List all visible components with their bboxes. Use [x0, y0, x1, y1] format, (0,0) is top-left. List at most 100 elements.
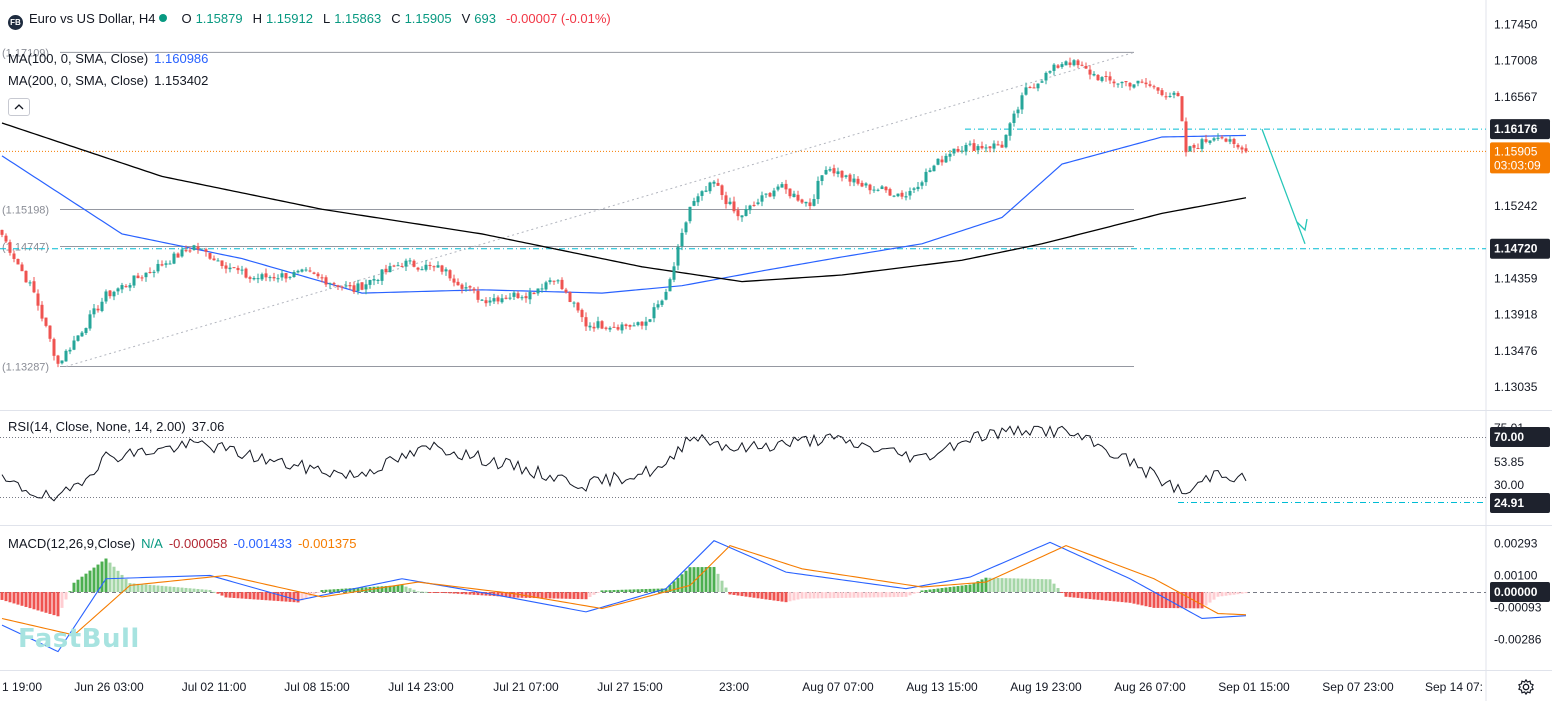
candle-body: [564, 289, 568, 293]
candle-body: [1060, 64, 1064, 67]
macd-tick-label: 0.00100: [1494, 568, 1538, 582]
candle-body: [932, 165, 936, 172]
candle-body: [240, 269, 244, 271]
candle-body: [1136, 80, 1140, 84]
fastbull-logo-icon: FB: [8, 15, 23, 30]
candle-body: [860, 182, 864, 187]
macd-histogram-bar: [848, 592, 852, 598]
candle-body: [700, 191, 704, 196]
candle-body: [412, 260, 416, 267]
macd-histogram-bar: [1072, 592, 1076, 598]
macd-histogram-bar: [248, 592, 252, 600]
macd-histogram-bar: [864, 592, 868, 598]
candle-body: [40, 304, 44, 319]
macd-histogram-bar: [764, 592, 768, 600]
macd-histogram-bar: [540, 592, 544, 599]
macd-histogram-bar: [772, 592, 776, 601]
macd-histogram-bar: [92, 567, 96, 592]
ma200-legend[interactable]: MA(200, 0, SMA, Close) 1.153402: [8, 73, 214, 88]
macd-histogram-bar: [36, 592, 40, 611]
rsi-legend[interactable]: RSI(14, Close, None, 14, 2.00) 37.06: [8, 419, 230, 434]
macd-histogram-bar: [392, 585, 396, 592]
macd-histogram-bar: [60, 592, 64, 608]
candle-body: [1204, 139, 1208, 142]
time-tick-label: Jul 27 15:00: [597, 680, 663, 694]
candle-body: [916, 186, 920, 190]
candle-body: [60, 360, 64, 364]
candle-body: [1032, 87, 1036, 89]
macd-histogram-bar: [932, 589, 936, 592]
macd-histogram-bar: [852, 592, 856, 598]
candle-body: [628, 324, 632, 327]
settings-gear-icon[interactable]: [1517, 678, 1535, 696]
candle-body: [940, 159, 944, 163]
rsi-label: RSI(14, Close, None, 14, 2.00): [8, 419, 186, 434]
candle-body: [1076, 60, 1080, 66]
candle-body: [876, 189, 880, 191]
macd-histogram-bar: [1160, 592, 1164, 608]
candle-body: [792, 193, 796, 198]
macd-histogram-bar: [424, 591, 428, 593]
candle-body: [952, 148, 956, 154]
macd-histogram-bar: [768, 592, 772, 600]
macd-line-value: -0.001433: [233, 536, 292, 551]
macd-histogram-bar: [744, 592, 748, 597]
macd-histogram-bar: [380, 586, 384, 592]
macd-histogram-bar: [732, 592, 736, 595]
macd-histogram-bar: [888, 592, 892, 598]
candle-body: [556, 280, 560, 282]
candle-body: [112, 291, 116, 297]
macd-histogram-bar: [752, 592, 756, 598]
forecast-arrow: [1261, 128, 1306, 245]
candle-body: [1072, 60, 1076, 66]
macd-histogram-bar: [756, 592, 760, 599]
candle-body: [976, 146, 980, 151]
candle-body: [1148, 84, 1152, 86]
price-axis: 1.17450 1.17008 1.16567 1.15242 1.14359 1.139…: [1490, 17, 1550, 646]
candle-body: [592, 326, 596, 329]
macd-histogram-bar: [1108, 592, 1112, 601]
candle-body: [1088, 69, 1092, 75]
candle-body: [1156, 87, 1160, 91]
candle-body: [184, 250, 188, 252]
macd-histogram-bar: [272, 592, 276, 601]
candle-body: [1132, 84, 1136, 88]
candle-body: [708, 182, 712, 192]
candle-body: [520, 297, 524, 299]
candle-body: [780, 184, 784, 188]
candle-body: [696, 196, 700, 203]
candle-body: [768, 193, 772, 197]
candle-body: [332, 283, 336, 285]
rsi-upper-label: 70.00: [1494, 430, 1524, 444]
candle-body: [280, 273, 284, 278]
candle-body: [292, 272, 296, 278]
candle-body: [852, 178, 856, 183]
candle-body: [180, 249, 184, 257]
candle-body: [812, 199, 816, 206]
symbol-legend[interactable]: FB Euro vs US Dollar, H4 O 1.15879 H 1.15912 L…: [8, 11, 617, 30]
candle-body: [1024, 87, 1028, 95]
macd-histogram-bar: [1124, 592, 1128, 603]
macd-histogram-bar: [988, 577, 992, 592]
macd-legend[interactable]: MACD(12,26,9,Close) N/A -0.000058 -0.001433…: [8, 536, 363, 551]
candle-body: [1216, 137, 1220, 139]
ma200-line: [1, 122, 1247, 283]
status-dot-icon: [159, 14, 168, 22]
collapse-legend-button[interactable]: [8, 98, 30, 116]
candle-body: [436, 265, 440, 268]
macd-histogram-bar: [620, 589, 624, 592]
macd-histogram-bar: [416, 591, 420, 593]
macd-histogram-bar: [1188, 592, 1192, 609]
macd-histogram-bar: [1024, 578, 1028, 592]
candle-body: [1128, 82, 1132, 87]
macd-histogram-bar: [608, 590, 612, 592]
rsi-tick-label: 30.00: [1494, 478, 1524, 492]
candle-body: [996, 144, 1000, 146]
macd-histogram-bar: [84, 573, 88, 592]
ma100-legend[interactable]: MA(100, 0, SMA, Close) 1.160986: [8, 51, 214, 66]
macd-histogram-bar: [1164, 592, 1168, 609]
candle-body: [1208, 140, 1212, 143]
candle-body: [968, 143, 972, 145]
candle-body: [560, 279, 564, 290]
